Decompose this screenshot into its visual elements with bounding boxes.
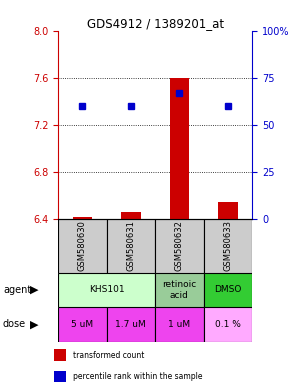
Text: ▶: ▶ (30, 319, 39, 329)
Text: agent: agent (3, 285, 31, 295)
Bar (58, 273, 155, 307)
Text: 1 uM: 1 uM (168, 320, 191, 329)
Text: DMSO: DMSO (214, 285, 242, 295)
Bar (54, 371, 66, 382)
Text: dose: dose (3, 319, 26, 329)
Text: GSM580633: GSM580633 (224, 220, 233, 271)
Text: 5 uM: 5 uM (71, 320, 93, 329)
Bar (54, 349, 66, 361)
Bar (218, 202, 238, 219)
Bar (155, 307, 204, 342)
Bar (58, 219, 106, 273)
Bar (121, 212, 141, 219)
Bar (72, 217, 92, 219)
Bar (58, 307, 106, 342)
Text: GSM580631: GSM580631 (126, 220, 135, 271)
Text: GSM580632: GSM580632 (175, 220, 184, 271)
Text: KHS101: KHS101 (89, 285, 124, 295)
Text: ▶: ▶ (30, 285, 39, 295)
Text: 0.1 %: 0.1 % (215, 320, 241, 329)
Text: percentile rank within the sample: percentile rank within the sample (73, 372, 202, 381)
Text: transformed count: transformed count (73, 351, 144, 360)
Bar (204, 273, 252, 307)
Bar (106, 219, 155, 273)
Bar (106, 307, 155, 342)
Bar (204, 219, 252, 273)
Bar (155, 219, 204, 273)
Text: 1.7 uM: 1.7 uM (115, 320, 146, 329)
Text: retinoic
acid: retinoic acid (162, 280, 197, 300)
Title: GDS4912 / 1389201_at: GDS4912 / 1389201_at (87, 17, 224, 30)
Bar (155, 273, 204, 307)
Text: GSM580630: GSM580630 (78, 220, 87, 271)
Bar (204, 307, 252, 342)
Bar (170, 78, 189, 219)
